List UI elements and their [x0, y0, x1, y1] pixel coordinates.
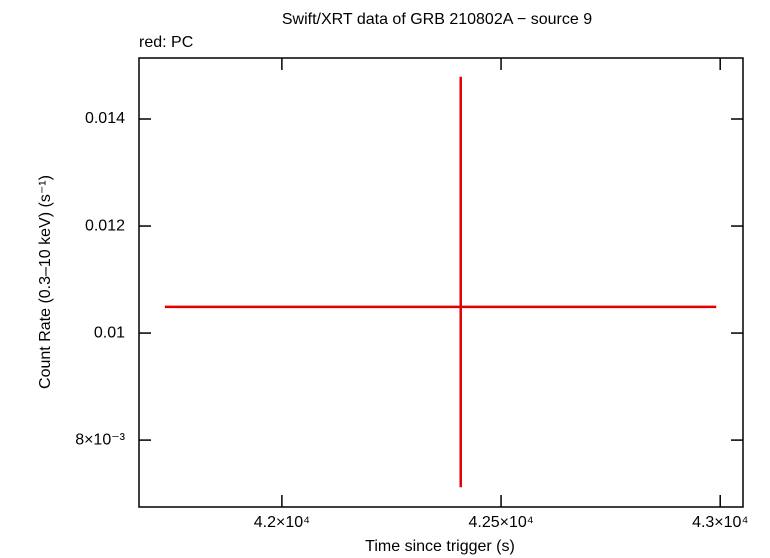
- y-tick-label: 0.01: [94, 324, 125, 341]
- x-axis-label: Time since trigger (s): [365, 538, 515, 555]
- y-tick-label: 0.014: [85, 110, 125, 127]
- plot-frame: [138, 57, 744, 508]
- y-tick-label: 0.012: [85, 217, 125, 234]
- x-tick-label: 4.3×10⁴: [692, 514, 748, 531]
- y-axis-label: Count Rate (0.3–10 keV) (s⁻¹): [37, 175, 54, 389]
- y-tick-label: 8×10⁻³: [75, 431, 125, 448]
- x-tick-label: 4.25×10⁴: [468, 514, 533, 531]
- subtitle: red: PC: [139, 34, 193, 51]
- chart-title: Swift/XRT data of GRB 210802A − source 9: [282, 11, 592, 28]
- x-tick-label: 4.2×10⁴: [254, 514, 310, 531]
